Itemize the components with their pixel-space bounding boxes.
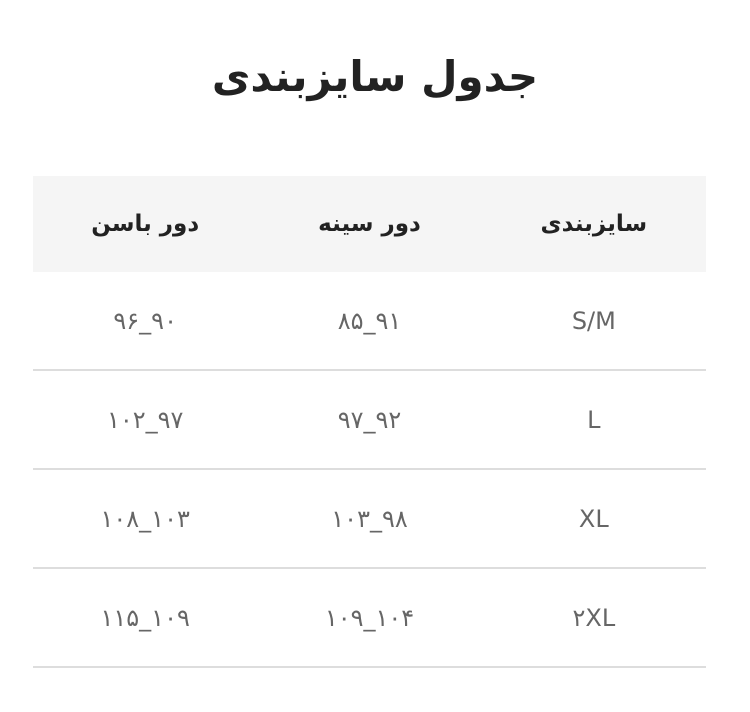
size-table: سایزبندی دور سینه دور باسن S/M ۸۵_۹۱ ۹۶_… [33,176,706,668]
table-row: XL ۱۰۳_۹۸ ۱۰۸_۱۰۳ [33,470,706,569]
size-value: ۲XL [572,603,616,632]
header-size: سایزبندی [540,211,648,237]
table-header-row: سایزبندی دور سینه دور باسن [33,176,706,272]
size-value: L [587,405,601,434]
size-value: XL [578,504,609,533]
page-title: جدول سایزبندی [211,52,539,101]
table-row: S/M ۸۵_۹۱ ۹۶_۹۰ [33,272,706,371]
hip-cell: ۱۰۲_۹۷ [33,406,257,434]
chest-value: ۹۷_۹۲ [337,405,402,434]
size-value: S/M [571,306,616,335]
header-chest: دور سینه [318,211,421,237]
size-cell: XL [482,505,706,533]
chest-cell: ۱۰۳_۹۸ [257,505,481,533]
header-hip: دور باسن [91,211,200,237]
hip-value: ۹۶_۹۰ [113,306,177,335]
hip-value: ۱۰۲_۹۷ [106,405,184,434]
chest-value: ۱۰۹_۱۰۴ [324,603,415,632]
chest-cell: ۱۰۹_۱۰۴ [257,604,481,632]
hip-value: ۱۰۸_۱۰۳ [100,504,190,533]
table-row: L ۹۷_۹۲ ۱۰۲_۹۷ [33,371,706,470]
chest-cell: ۸۵_۹۱ [257,307,481,335]
chest-value: ۱۰۳_۹۸ [331,504,408,533]
chest-value: ۸۵_۹۱ [337,306,402,335]
table-row: ۲XL ۱۰۹_۱۰۴ ۱۱۵_۱۰۹ [33,569,706,668]
size-cell: L [482,406,706,434]
size-cell: S/M [482,307,706,335]
chest-cell: ۹۷_۹۲ [257,406,481,434]
hip-value: ۱۱۵_۱۰۹ [100,603,190,632]
size-cell: ۲XL [482,604,706,632]
hip-cell: ۱۰۸_۱۰۳ [33,505,257,533]
hip-cell: ۹۶_۹۰ [33,307,257,335]
hip-cell: ۱۱۵_۱۰۹ [33,604,257,632]
